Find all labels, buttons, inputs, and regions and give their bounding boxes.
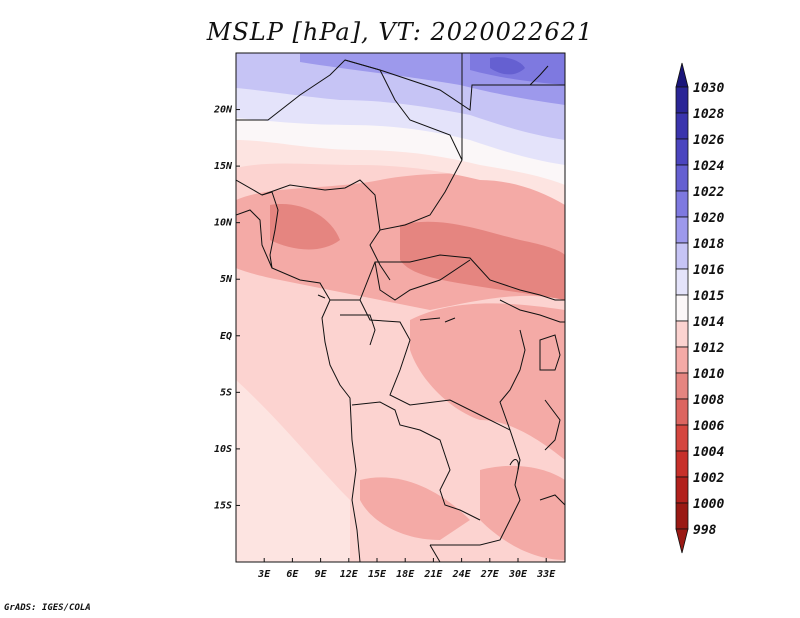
plot-frame (235, 52, 566, 563)
colorbar-label: 1010 (693, 367, 724, 382)
lon-tick-label: 6E (286, 569, 299, 580)
colorbar-segment (675, 216, 689, 244)
colorbar-label: 1012 (693, 341, 724, 356)
lat-tick-label: 10S (214, 444, 232, 455)
colorbar-label: 1030 (693, 81, 724, 96)
latitude-axis: 20N 15N 10N 5N EQ 5S 10S 15S (213, 105, 240, 511)
colorbar-label: 1024 (693, 159, 724, 174)
grads-credit: GrADS: IGES/COLA (4, 603, 91, 613)
colorbar-label: 1002 (693, 471, 724, 486)
lat-tick-label: 20N (213, 105, 233, 116)
colorbar-segment (675, 112, 689, 140)
lon-tick-label: 3E (257, 569, 271, 580)
colorbar-label: 1020 (693, 211, 724, 226)
colorbar-segment (675, 164, 689, 192)
colorbar-segment (675, 372, 689, 400)
colorbar-label: 1014 (693, 315, 724, 330)
colorbar-segment (675, 424, 689, 452)
colorbar-segment (675, 502, 689, 530)
colorbar-label: 1006 (693, 419, 724, 434)
lon-tick-label: 9E (315, 569, 328, 580)
lon-tick-label: 27E (480, 569, 500, 580)
lon-tick-label: 12E (340, 569, 359, 580)
map-title: MSLP [hPa], VT: 2020022621 (206, 18, 594, 46)
colorbar-bottom-arrow (675, 528, 689, 554)
colorbar-label: 1018 (693, 237, 724, 252)
colorbar-label: 1026 (693, 133, 724, 148)
country-borders (236, 53, 565, 562)
lat-tick-label: 15S (214, 500, 232, 511)
colorbar-label: 998 (693, 523, 717, 538)
colorbar-segment (675, 476, 689, 504)
colorbar-label: 1000 (693, 497, 724, 512)
colorbar-segment (675, 294, 689, 322)
colorbar-segment (675, 320, 689, 348)
colorbar-label: 1008 (693, 393, 724, 408)
colorbar-label: 1022 (693, 185, 724, 200)
colorbar-segment (675, 190, 689, 218)
colorbar-segment (675, 398, 689, 426)
colorbar-segment (675, 242, 689, 270)
colorbar-top-arrow (675, 62, 689, 88)
lat-tick-label: 10N (214, 218, 233, 229)
colorbar-segment (675, 268, 689, 296)
lat-tick-label: EQ (220, 331, 232, 342)
lat-tick-label: 5N (220, 274, 233, 285)
colorbar-segment (675, 86, 689, 114)
colorbar-segment (675, 346, 689, 374)
colorbar: 1030 1028 1026 1024 1022 1020 1018 1016 1015 1014… (675, 62, 724, 554)
lon-tick-label: 18E (396, 569, 415, 580)
colorbar-segment (675, 138, 689, 166)
lon-tick-label: 30E (508, 569, 528, 580)
colorbar-label: 1016 (693, 263, 724, 278)
longitude-axis: 3E 6E 9E 12E 15E 18E 21E 24E 27E 30E 33E (257, 558, 556, 580)
pressure-field (236, 53, 565, 562)
colorbar-label: 1028 (693, 107, 724, 122)
colorbar-label: 1004 (693, 445, 724, 460)
lon-tick-label: 21E (423, 569, 443, 580)
colorbar-label: 1015 (693, 289, 724, 304)
colorbar-segment (675, 450, 689, 478)
lon-tick-label: 33E (536, 569, 556, 580)
lon-tick-label: 15E (368, 569, 387, 580)
lat-tick-label: 15N (214, 161, 233, 172)
lat-tick-label: 5S (220, 387, 232, 398)
lon-tick-label: 24E (452, 569, 472, 580)
